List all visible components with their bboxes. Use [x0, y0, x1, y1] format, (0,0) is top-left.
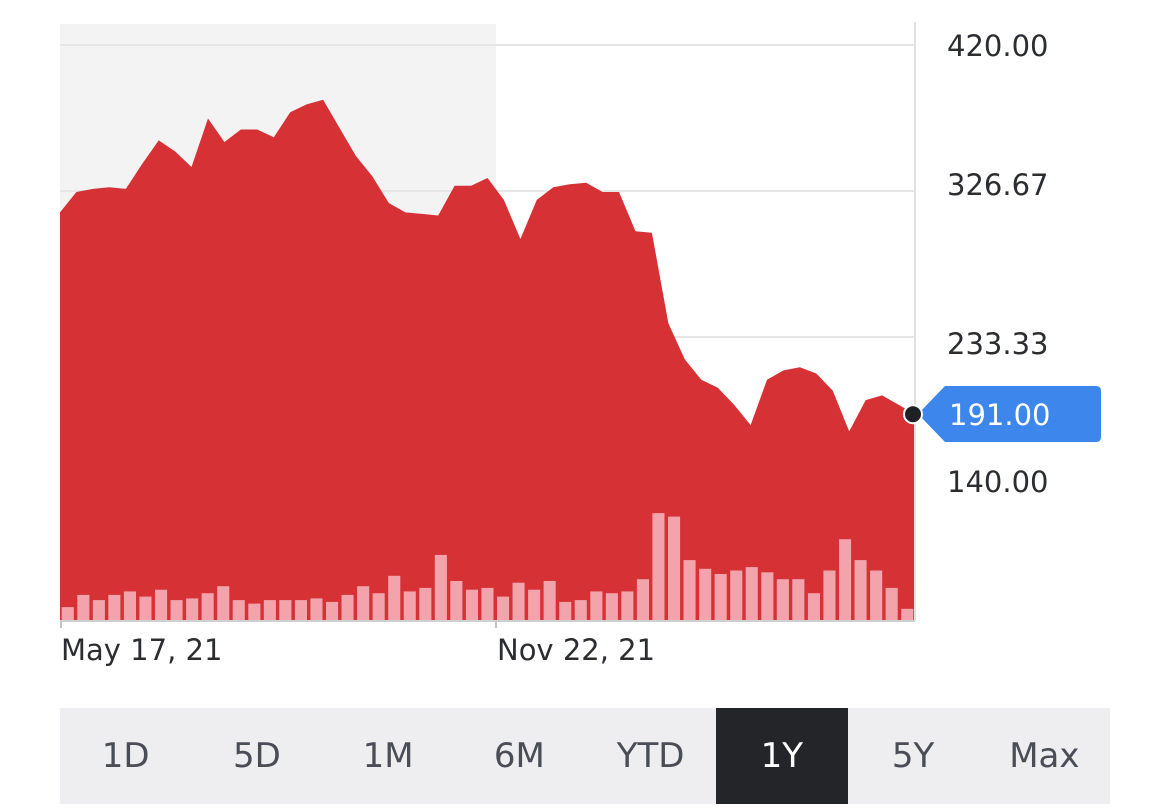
- y-tick-label: 140.00: [947, 465, 1048, 499]
- volume-bar: [683, 560, 696, 621]
- range-tab-1y[interactable]: 1Y: [716, 708, 848, 804]
- volume-bar: [326, 601, 339, 621]
- range-tab-max[interactable]: Max: [1009, 736, 1080, 776]
- last-price-dot: [903, 404, 923, 425]
- y-tick-labels: 420.00 326.67 233.33 140.00: [947, 29, 1048, 499]
- volume-bar: [310, 598, 323, 621]
- volume-bar: [357, 586, 370, 621]
- volume-bars: [61, 513, 914, 621]
- volume-bar: [652, 513, 665, 621]
- volume-bar: [294, 600, 307, 621]
- y-tick-label: 420.00: [947, 29, 1048, 63]
- volume-bar: [636, 579, 649, 621]
- volume-bar: [497, 596, 510, 621]
- volume-bar: [108, 594, 121, 621]
- volume-bar: [481, 587, 494, 621]
- x-tick-label: Nov 22, 21: [497, 633, 655, 667]
- volume-bar: [232, 600, 245, 621]
- x-tick-labels: May 17, 21 Nov 22, 21: [61, 633, 655, 667]
- price-area: [60, 99, 915, 622]
- volume-bar: [870, 570, 883, 621]
- volume-bar: [761, 572, 774, 621]
- x-tick-label: May 17, 21: [61, 633, 222, 667]
- volume-bar: [823, 570, 836, 621]
- volume-bar: [450, 581, 463, 621]
- volume-bar: [434, 554, 447, 621]
- volume-bar: [745, 567, 758, 621]
- volume-bar: [668, 516, 681, 621]
- volume-bar: [776, 579, 789, 621]
- volume-bar: [388, 575, 401, 621]
- volume-bar: [248, 603, 261, 621]
- volume-bar: [528, 589, 541, 621]
- volume-bar: [61, 607, 74, 621]
- volume-bar: [512, 582, 525, 621]
- volume-bar: [77, 594, 90, 621]
- volume-bar: [155, 589, 168, 621]
- stock-chart: 420.00 326.67 233.33 140.00 May 17, 21 N…: [60, 22, 1101, 667]
- volume-bar: [699, 568, 712, 621]
- volume-bar: [123, 591, 136, 621]
- volume-bar: [621, 591, 634, 621]
- range-tab-6m[interactable]: 6M: [493, 736, 545, 776]
- range-tab-5y[interactable]: 5Y: [891, 736, 935, 776]
- volume-bar: [139, 596, 152, 621]
- volume-bar: [854, 560, 867, 621]
- volume-bar: [605, 593, 618, 621]
- volume-bar: [279, 600, 292, 621]
- volume-bar: [201, 593, 214, 621]
- volume-bar: [839, 539, 852, 621]
- volume-bar: [714, 574, 727, 621]
- volume-bar: [465, 589, 478, 621]
- volume-bar: [901, 608, 914, 621]
- volume-bar: [590, 591, 603, 621]
- y-tick-label: 233.33: [947, 327, 1048, 361]
- volume-bar: [186, 598, 199, 621]
- volume-bar: [403, 591, 416, 621]
- range-tab-1d[interactable]: 1D: [101, 736, 150, 776]
- volume-bar: [574, 600, 587, 621]
- current-price-badge: 191.00: [903, 386, 1101, 442]
- price-badge-shape: [918, 386, 1101, 442]
- volume-bar: [730, 570, 743, 621]
- volume-bar: [792, 579, 805, 621]
- volume-bar: [807, 593, 820, 621]
- y-tick-label: 326.67: [947, 168, 1048, 202]
- volume-bar: [543, 581, 556, 621]
- range-tab-5d[interactable]: 5D: [232, 736, 281, 776]
- range-tab-ytd[interactable]: YTD: [616, 736, 685, 776]
- current-price-label: 191.00: [949, 398, 1050, 432]
- range-tab-1m[interactable]: 1M: [362, 736, 414, 776]
- volume-bar: [170, 600, 183, 621]
- volume-bar: [341, 594, 354, 621]
- volume-bar: [419, 587, 432, 621]
- time-range-selector: 1D 5D 1M 6M YTD 1Y 5Y Max: [60, 708, 1110, 804]
- volume-bar: [217, 586, 230, 621]
- volume-bar: [372, 593, 385, 621]
- volume-bar: [263, 600, 276, 621]
- volume-bar: [885, 587, 898, 621]
- volume-bar: [559, 601, 572, 621]
- volume-bar: [92, 600, 105, 621]
